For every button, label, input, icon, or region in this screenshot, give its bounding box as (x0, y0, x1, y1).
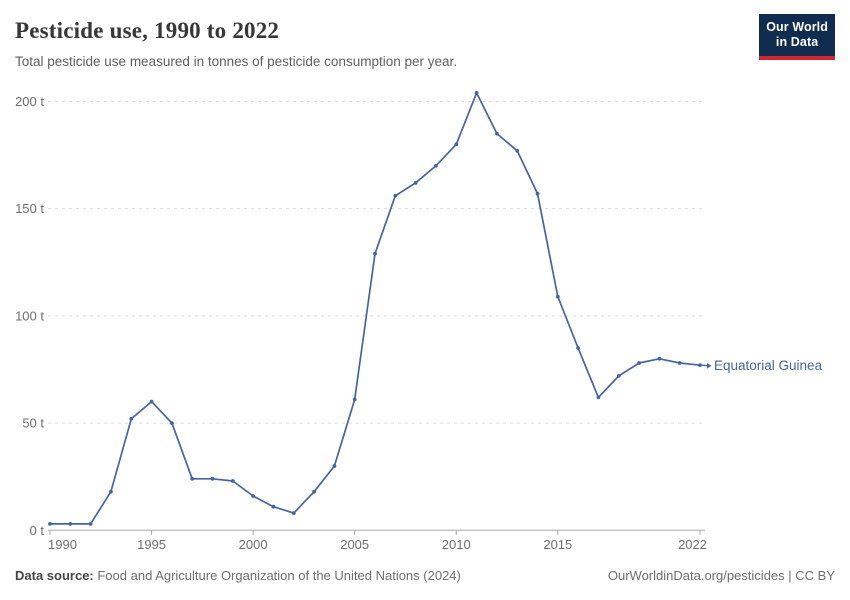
data-point[interactable] (677, 361, 682, 365)
x-tick-label: 2022 (678, 537, 707, 552)
data-point[interactable] (149, 399, 154, 404)
y-tick-label: 150 t (15, 201, 44, 216)
data-point[interactable] (352, 397, 357, 402)
data-point[interactable] (230, 479, 235, 483)
data-point[interactable] (596, 395, 601, 400)
data-point[interactable] (291, 511, 296, 515)
data-point[interactable] (616, 374, 621, 378)
y-tick-label: 200 t (15, 94, 44, 109)
chart-footer: Data source: Food and Agriculture Organi… (15, 568, 835, 583)
series-group (48, 91, 702, 526)
data-point[interactable] (109, 489, 113, 494)
data-point[interactable] (210, 476, 215, 481)
data-source-text: Food and Agriculture Organization of the… (93, 568, 461, 583)
axis-group: 0 t 50 t 100 t 150 t 200 t 1990 1995 2000 2005 20… (15, 94, 707, 552)
x-tick-label: 2005 (340, 537, 369, 552)
data-point[interactable] (413, 181, 418, 185)
data-point[interactable] (373, 251, 377, 256)
data-point[interactable] (698, 363, 702, 368)
data-point[interactable] (312, 489, 316, 494)
data-point[interactable] (474, 91, 479, 95)
data-point[interactable] (251, 494, 256, 498)
data-source-label: Data source: (15, 568, 94, 583)
data-point[interactable] (88, 522, 93, 526)
entity-label-arrow-icon (707, 362, 712, 369)
data-point[interactable] (68, 522, 73, 526)
data-point[interactable] (495, 131, 499, 136)
y-tick-label: 100 t (15, 308, 44, 323)
y-tick-label: 50 t (22, 416, 44, 431)
data-point[interactable] (271, 504, 276, 509)
data-point[interactable] (515, 148, 520, 153)
entity-label-group: Equatorial Guinea (701, 358, 823, 373)
data-point[interactable] (576, 346, 580, 350)
data-point[interactable] (48, 522, 52, 526)
chart-subtitle: Total pesticide use measured in tonnes o… (15, 54, 458, 69)
data-point[interactable] (393, 193, 398, 198)
data-point[interactable] (190, 476, 195, 481)
data-point[interactable] (637, 361, 641, 365)
data-point[interactable] (657, 356, 662, 361)
license-note[interactable]: OurWorldinData.org/pesticides | CC BY (607, 568, 835, 583)
x-tick-label: 2010 (442, 537, 471, 552)
entity-label[interactable]: Equatorial Guinea (714, 358, 823, 373)
data-point[interactable] (535, 191, 540, 196)
owid-logo: Our World in Data (759, 14, 835, 60)
data-point[interactable] (434, 163, 438, 168)
owid-logo-line1: Our World (766, 20, 828, 34)
data-point[interactable] (170, 421, 174, 425)
x-tick-label: 1995 (137, 537, 166, 552)
x-tick-label: 1990 (48, 537, 77, 552)
data-line[interactable] (49, 92, 701, 525)
data-point[interactable] (129, 416, 134, 421)
data-point[interactable] (454, 142, 459, 147)
x-tick-label: 2000 (239, 537, 268, 552)
x-tick-label: 2015 (543, 537, 572, 552)
owid-logo-line2: in Data (775, 35, 819, 50)
page-title: Pesticide use, 1990 to 2022 (15, 18, 280, 43)
data-point[interactable] (332, 464, 337, 468)
data-source-note: Data source: Food and Agriculture Organi… (15, 568, 461, 583)
data-point[interactable] (555, 294, 560, 299)
gridlines-group (48, 100, 705, 424)
y-tick-label: 0 t (30, 523, 45, 538)
